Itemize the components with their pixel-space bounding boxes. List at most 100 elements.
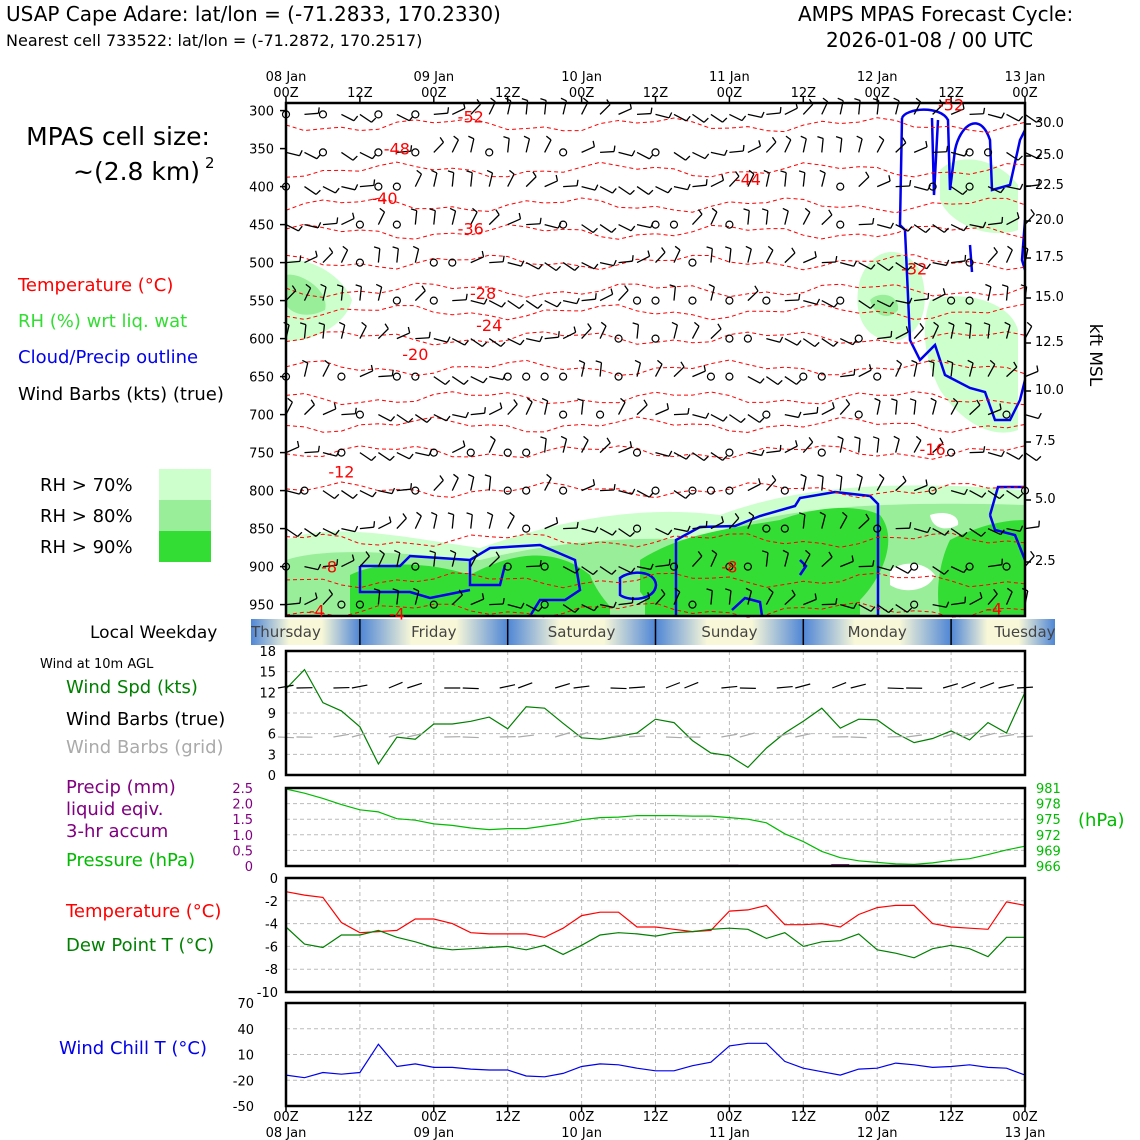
wind-barb-flag: [657, 359, 663, 365]
temperature-label-m8-1: -8: [721, 558, 737, 577]
wind-barb-flag: [856, 473, 863, 478]
wind-barb-shaft: [414, 414, 428, 423]
wind-barb-flag: [391, 369, 394, 376]
wind-barb-flag: [631, 255, 634, 262]
wind-barb-shaft: [747, 515, 755, 529]
wind-barb-shaft: [340, 324, 346, 339]
legend-surface-temperature: Temperature (°C): [65, 901, 221, 922]
wind-barb-shaft: [839, 438, 844, 453]
mpas-cell-superscript: 2: [205, 154, 215, 172]
wind-barb-flag: [674, 245, 681, 251]
wind-barb-shaft: [913, 400, 917, 415]
legend-temperature: Temperature (°C): [17, 275, 173, 296]
calm-wind-circle: [873, 372, 882, 381]
wind-barb-shaft: [599, 362, 603, 377]
wind-barb-flag: [796, 340, 802, 346]
calm-wind-circle: [965, 258, 974, 267]
wind-barb-shaft: [950, 224, 964, 232]
calm-wind-circle: [762, 524, 771, 533]
wind-barb-flag: [817, 474, 824, 478]
wind-barb-flag: [926, 263, 931, 270]
grid-wind-barb: [776, 732, 792, 738]
wind-barb-flag: [390, 416, 396, 422]
calm-wind-circle: [965, 148, 974, 157]
top-day-label: 12 Jan: [857, 70, 898, 85]
precip-tick-label: 2.0: [232, 798, 253, 813]
wind-barb-flag: [631, 596, 634, 603]
wind-barb-shaft: [322, 564, 337, 568]
rh-region-4: [924, 296, 1018, 433]
rh-legend-label-0: RH > 70%: [40, 475, 133, 496]
wind-barb-flag: [539, 559, 542, 567]
wind-barb-flag: [500, 341, 506, 347]
temperature-contour-9: [285, 390, 1026, 406]
rh-legend-swatch-0: [159, 469, 211, 500]
calm-wind-circle: [374, 182, 383, 191]
wind-barb-flag: [513, 399, 518, 405]
weekday-sunday: Sunday: [701, 623, 757, 641]
temperature-contour-3: [285, 223, 1026, 240]
wind-barb-flag: [574, 265, 580, 271]
wind-barb-flag: [687, 407, 690, 415]
wind-barb-shaft: [378, 375, 393, 378]
wind-barb-flag: [484, 407, 486, 414]
wind-barb-shaft: [526, 337, 540, 343]
wind-barb-flag: [888, 265, 894, 271]
wind-barb-flag: [302, 359, 309, 364]
wind-barb-shaft: [951, 602, 966, 606]
wind-barb-shaft: [359, 370, 373, 378]
wind-barb-shaft: [340, 286, 344, 301]
calm-wind-circle: [374, 148, 383, 157]
legend-precip-liquid: liquid eqiv.: [66, 799, 163, 820]
wind-barb-shaft: [581, 224, 594, 234]
wind-barb-shaft: [470, 138, 475, 153]
wind-barb-flag: [1016, 212, 1020, 219]
wind-barb-flag: [611, 530, 617, 536]
wind-barb-shaft: [452, 299, 467, 302]
pressure-tick-label: 975: [1036, 813, 1061, 828]
wind-barb-shaft: [877, 336, 892, 340]
wind-barb-flag: [1000, 187, 1005, 194]
temperature-label-m4-1: -4: [389, 605, 405, 624]
grid-wind-barb: [998, 733, 1015, 738]
calm-wind-circle: [965, 562, 974, 571]
wind-barb-shaft: [673, 151, 686, 161]
calm-wind-circle: [503, 372, 512, 381]
wind-barb-shaft: [765, 592, 774, 605]
calm-wind-circle: [522, 448, 531, 457]
wind-barb-flag: [906, 607, 913, 613]
wind-barb-shaft: [876, 478, 885, 491]
wind-barb-shaft: [562, 566, 576, 574]
temperature-contour-2: [285, 197, 1026, 214]
wind-barb-shaft: [544, 336, 559, 340]
wind-barb-shaft: [1024, 113, 1037, 123]
wind-barb-flag: [763, 169, 770, 174]
wind-barb-shaft: [821, 556, 833, 568]
wind-barb-shaft: [710, 452, 723, 461]
wind-barb-shaft: [710, 248, 713, 263]
wind-barb-flag: [465, 293, 468, 300]
wind-barb-flag: [891, 398, 898, 402]
wind-barb-shaft: [839, 338, 854, 346]
wind-barb-flag: [687, 525, 691, 532]
pressure-tick-label: 600: [249, 333, 274, 348]
legend-rh: RH (%) wrt liq. wat: [18, 311, 187, 332]
legend-dew-point: Dew Point T (°C): [66, 935, 214, 956]
wind-barb-shaft: [618, 186, 631, 196]
top-hour-label: 00Z: [864, 86, 890, 101]
wind-barb-shaft: [415, 451, 430, 457]
wind-barb-shaft: [1006, 113, 1020, 122]
wind-barb-shaft: [968, 362, 974, 377]
calm-wind-circle: [946, 448, 956, 457]
wind-barb-shaft: [913, 146, 928, 153]
wind-barb-shaft: [987, 490, 1000, 500]
wind-barb-flag: [722, 117, 728, 123]
wind-barb-flag: [462, 440, 466, 447]
wind-barb-shaft: [378, 452, 391, 461]
wind-barb-shaft: [802, 338, 816, 348]
wind-barb-shaft: [655, 251, 666, 264]
wind-barb-shaft: [599, 224, 613, 233]
wind-barb-flag: [464, 340, 469, 346]
temperature-contour-10: [285, 416, 1026, 434]
wind-barb-shaft: [341, 151, 354, 161]
